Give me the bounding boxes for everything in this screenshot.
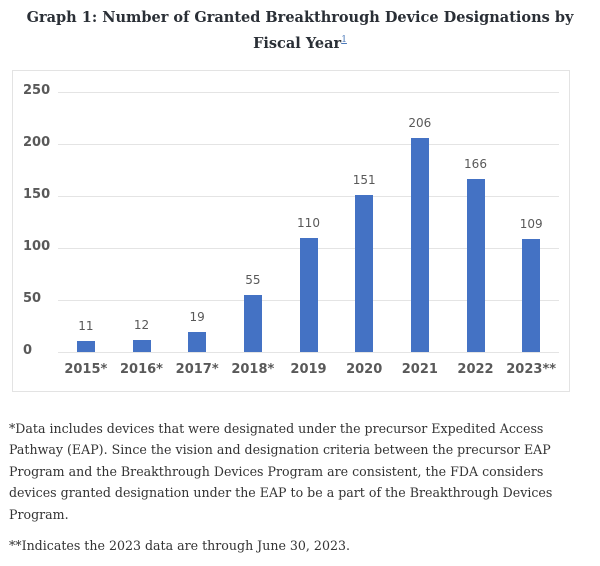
bar [299,237,318,352]
x-axis-tick-label: 2017* [175,362,219,377]
gridline [58,352,559,353]
x-axis-tick-label: 2018* [231,362,275,377]
bar-value-label: 109 [519,216,543,231]
bar-value-label: 12 [133,317,150,332]
bar [355,194,374,352]
x-axis-tick-label: 2016* [120,362,163,377]
footnote-link[interactable]: 1 [341,35,347,45]
y-axis-tick-label: 250 [23,83,51,98]
y-axis-tick-label: 150 [23,187,51,202]
footnote-2023: **Indicates the 2023 data are through Ju… [9,538,350,554]
y-axis-tick-label: 200 [23,135,51,150]
bar [188,332,207,352]
y-axis-tick-label: 100 [23,239,51,254]
bar-value-label: 151 [352,172,376,187]
bar-value-label: 206 [408,115,432,130]
x-axis-tick-label: 2015* [64,362,108,377]
bar [466,179,485,352]
gridline [58,144,559,145]
x-axis-tick-label: 2020 [346,362,383,377]
x-axis-tick-label: 2022 [457,362,494,377]
y-axis-tick-label: 0 [23,343,33,358]
chart-title: Graph 1: Number of Granted Breakthrough … [20,6,580,55]
y-axis-tick-label: 50 [23,291,42,306]
bar [522,238,541,352]
chart-container: 0 50 100 150 200 250 11 2015* 12 2016* 19 2017* 55 20… [12,70,570,392]
x-axis-tick-label: 2019 [290,362,327,377]
bar [76,340,95,352]
chart-title-text: Graph 1: Number of Granted Breakthrough … [26,9,574,52]
footnotes: *Data includes devices that were designa… [9,418,569,566]
bar [410,137,429,352]
bar [132,339,151,352]
bar-value-label: 19 [189,310,205,325]
bar [243,294,262,352]
plot-area: 0 50 100 150 200 250 11 2015* 12 2016* 19 2017* 55 20… [13,71,569,391]
bar-value-label: 110 [297,215,320,230]
bar-value-label: 166 [464,157,487,172]
gridline [58,196,559,197]
x-axis-tick-label: 2023** [506,362,557,377]
bar-value-label: 11 [78,318,94,333]
x-axis-tick-label: 2021 [401,362,438,377]
footnote-eap: *Data includes devices that were designa… [9,421,553,522]
bar-value-label: 55 [245,272,261,287]
gridline [58,92,559,93]
